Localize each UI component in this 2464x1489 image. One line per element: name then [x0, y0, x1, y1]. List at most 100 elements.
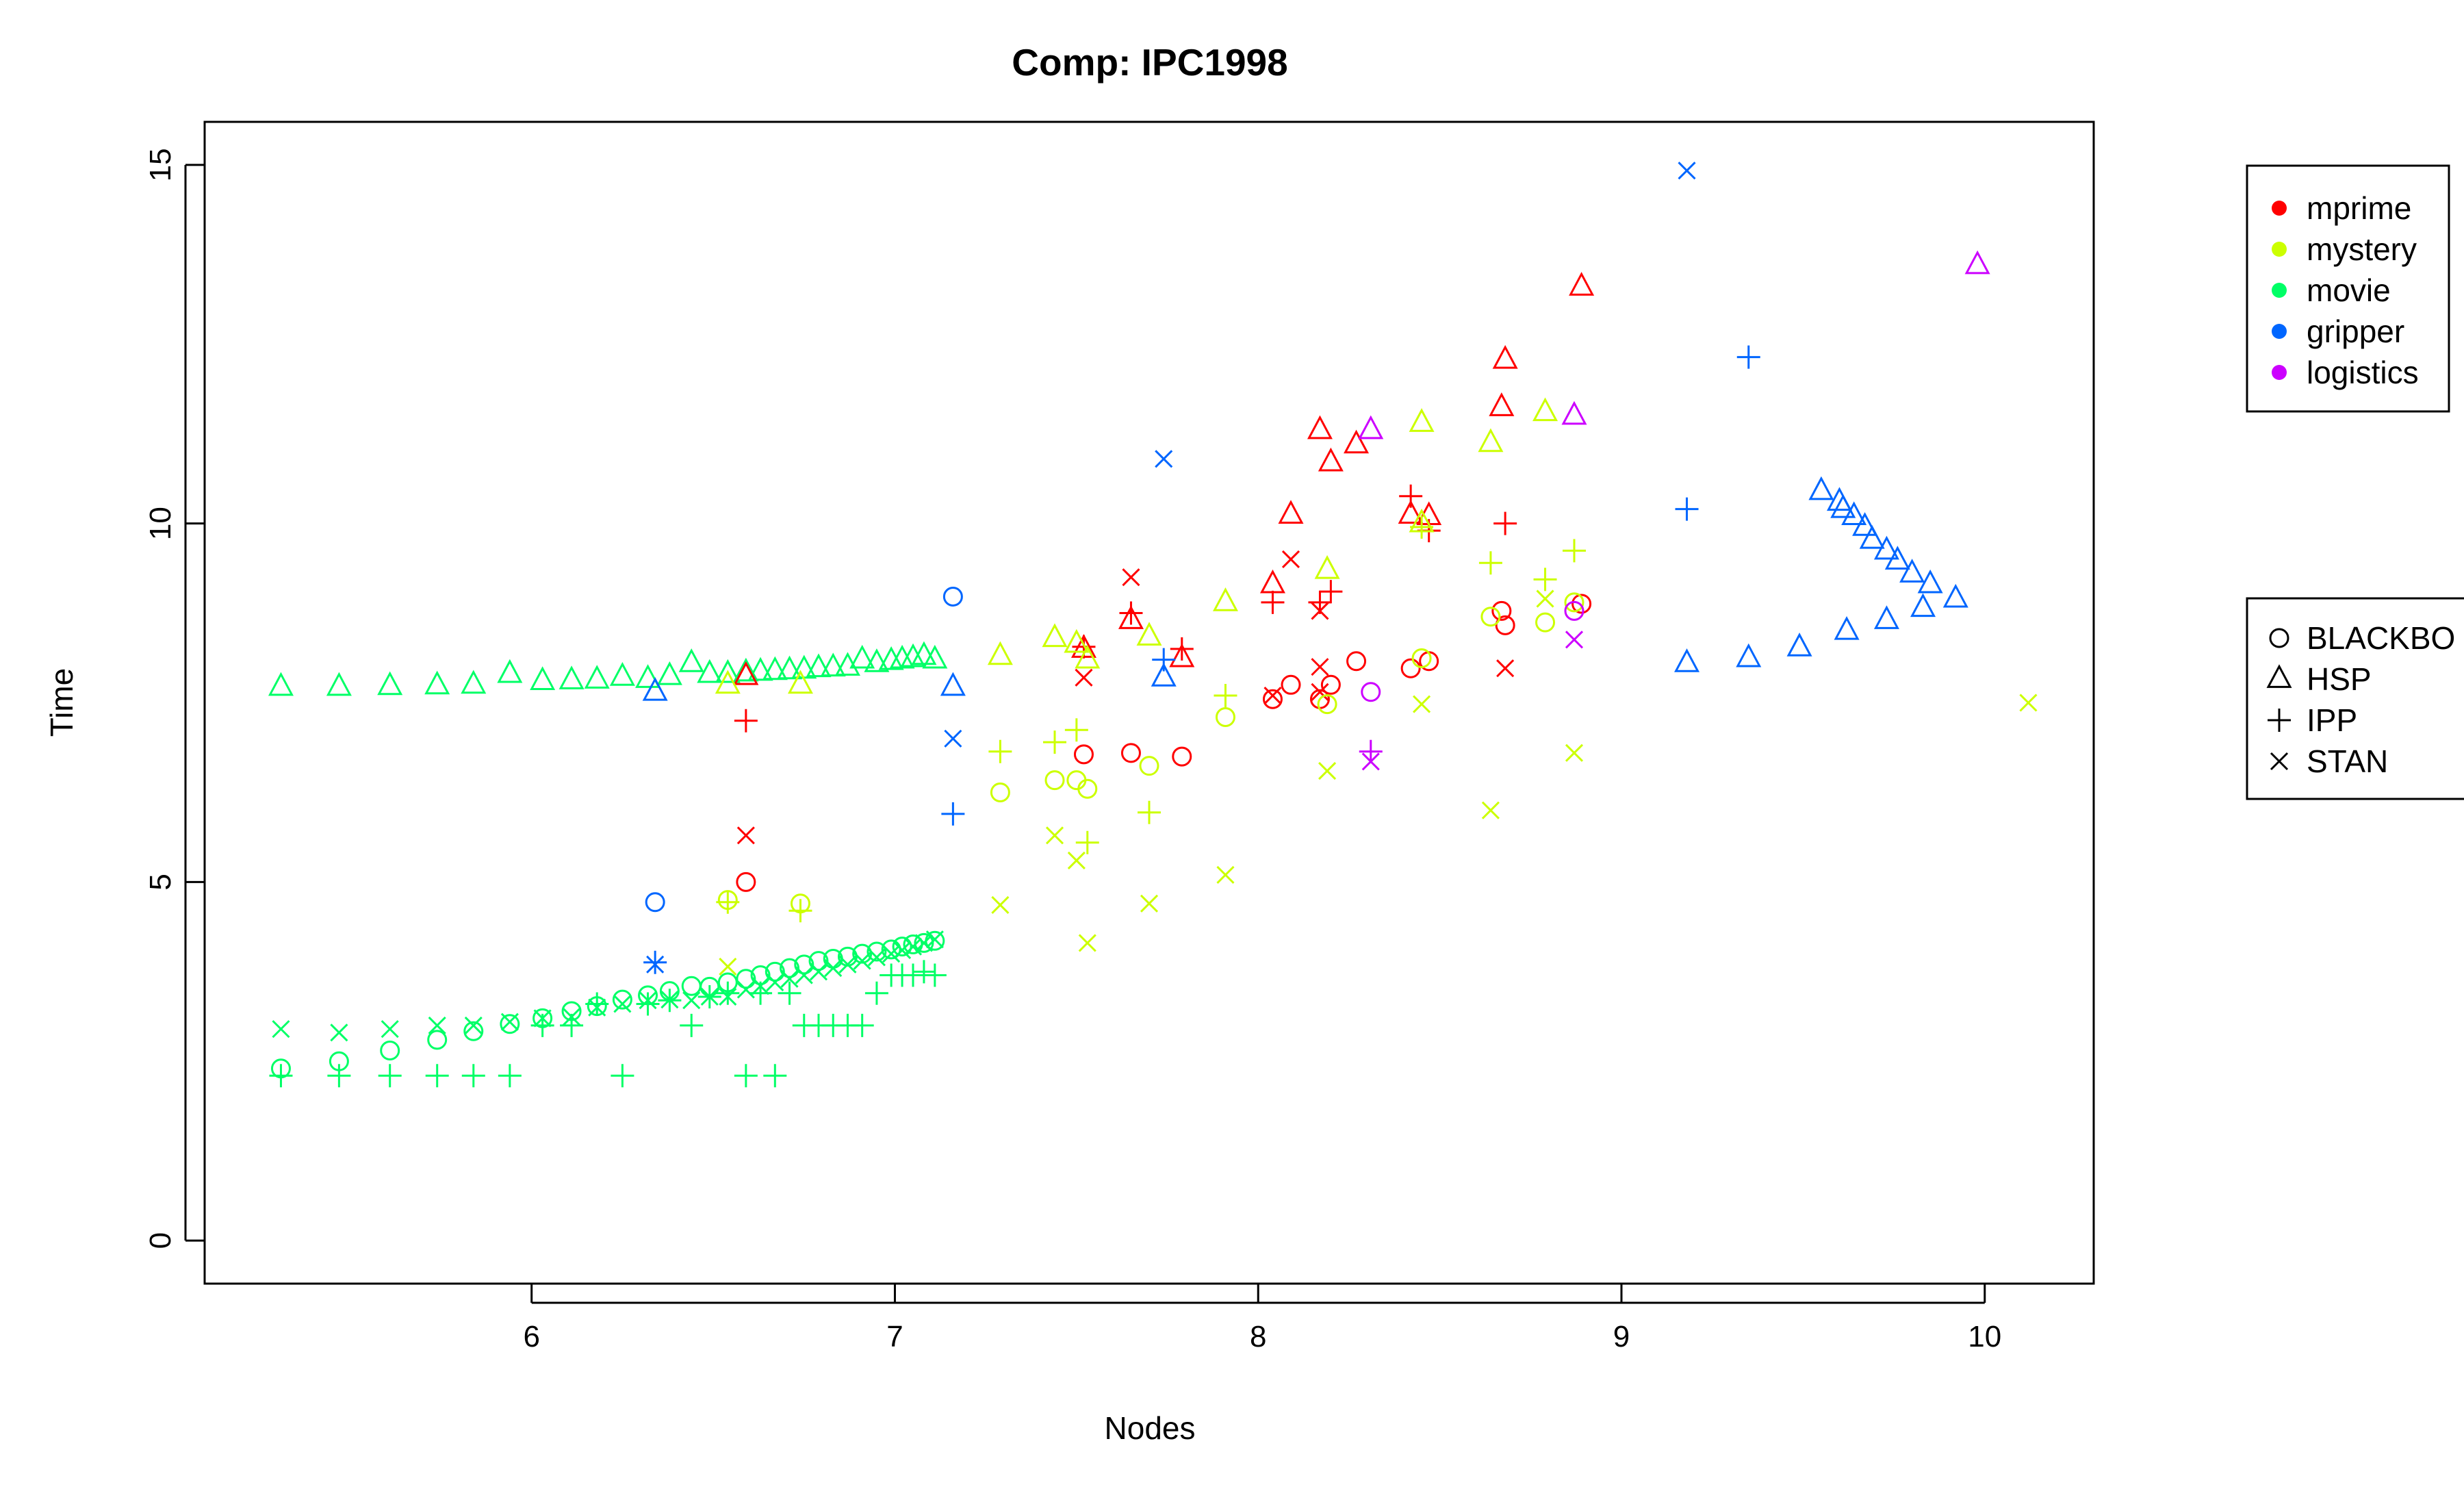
data-point-movie-blackbo [380, 1041, 400, 1061]
data-point-mystery-hsp [987, 641, 1013, 665]
data-point-logistics-hsp [1561, 400, 1587, 425]
x-tick-label: 9 [1613, 1320, 1630, 1353]
legend-swatch-mprime [2272, 201, 2287, 216]
data-point-movie-stan [613, 995, 632, 1013]
data-point-mystery-blackbo [1139, 756, 1159, 776]
data-point-mystery-hsp [1212, 587, 1238, 611]
data-point-movie-stan [867, 948, 886, 967]
data-point-mprime-hsp [1307, 415, 1333, 440]
data-point-gripper-hsp [1873, 605, 1899, 629]
data-point-movie-stan [464, 1016, 483, 1034]
data-point-movie-ipp [425, 1064, 449, 1088]
y-tick-label: 10 [144, 507, 177, 540]
y-axis-label: Time [44, 668, 79, 737]
data-point-gripper-ipp [941, 802, 965, 826]
data-point-movie-hsp [326, 672, 352, 696]
legend-swatch-mystery [2272, 242, 2287, 257]
data-point-mprime-hsp [1344, 429, 1370, 454]
data-point-gripper-hsp [1808, 476, 1834, 500]
data-point-gripper-hsp [1884, 546, 1910, 570]
data-point-mprime-ipp [1399, 484, 1423, 508]
data-point-logistics-ipp [1359, 739, 1383, 763]
data-point-mystery-ipp [1478, 551, 1502, 575]
data-point-movie-hsp [609, 662, 635, 686]
data-point-gripper-hsp [1674, 648, 1700, 672]
data-point-movie-stan [893, 941, 912, 959]
data-point-movie-stan [780, 969, 799, 988]
data-point-movie-blackbo [867, 941, 887, 962]
data-point-movie-stan [914, 934, 933, 952]
data-point-mystery-stan [1565, 743, 1584, 762]
data-point-movie-stan [428, 1016, 446, 1034]
data-point-mprime-ipp [734, 709, 758, 733]
data-point-mystery-blackbo [1480, 607, 1501, 627]
data-point-mystery-ipp [988, 739, 1012, 763]
data-point-movie-stan [809, 963, 828, 981]
data-point-movie-stan [838, 955, 857, 973]
shape-legend: BLACKBO HSP IPP STAN [2246, 597, 2464, 800]
data-point-logistics-hsp [1358, 415, 1384, 440]
data-point-movie-blackbo [794, 954, 814, 975]
data-point-movie-blackbo [612, 989, 632, 1010]
x-tick-label: 8 [1250, 1320, 1266, 1353]
data-point-movie-stan [563, 1008, 581, 1026]
data-point-movie-stan [824, 959, 843, 978]
data-point-mystery-blackbo [1077, 778, 1098, 799]
data-point-mystery-stan [719, 957, 737, 976]
data-point-mystery-blackbo [1215, 707, 1235, 727]
data-point-mprime-hsp [733, 661, 759, 685]
data-point-gripper-hsp [1151, 663, 1177, 687]
data-point-gripper-stan [944, 729, 962, 748]
data-point-mprime-blackbo [1491, 600, 1512, 621]
data-point-mystery-stan [1481, 801, 1500, 819]
data-point-movie-hsp [762, 656, 788, 680]
legend-marker-cross [2270, 752, 2289, 771]
data-point-mystery-ipp [1533, 568, 1557, 591]
data-point-movie-stan [500, 1013, 519, 1031]
data-point-movie-blackbo [852, 943, 873, 964]
data-point-movie-hsp [922, 644, 948, 669]
data-point-mprime-hsp [1489, 392, 1515, 416]
data-point-mprime-blackbo [1281, 674, 1301, 695]
data-point-gripper-hsp [1910, 593, 1936, 618]
data-point-mystery-blackbo [1044, 770, 1065, 791]
data-point-mprime-hsp [1398, 500, 1424, 524]
data-point-movie-hsp [715, 659, 741, 683]
data-point-movie-stan [903, 937, 923, 956]
data-point-movie-ipp [585, 992, 609, 1016]
data-point-movie-blackbo [500, 1014, 520, 1034]
data-point-movie-hsp [834, 652, 860, 676]
data-point-mystery-ipp [1043, 730, 1066, 754]
data-point-movie-ipp [850, 1013, 874, 1037]
data-point-gripper-hsp [1917, 569, 1943, 594]
data-point-mystery-hsp [787, 670, 813, 694]
data-point-movie-ipp [734, 1064, 758, 1088]
data-point-movie-hsp [584, 665, 610, 689]
data-point-movie-ipp [912, 960, 936, 984]
data-point-mystery-hsp [1409, 408, 1435, 432]
data-point-movie-ipp [778, 981, 801, 1005]
data-point-gripper-blackbo [645, 892, 665, 913]
data-point-gripper-hsp [1942, 583, 1968, 608]
data-point-movie-hsp [377, 671, 403, 696]
data-point-logistics-blackbo [1361, 682, 1381, 702]
data-point-mystery-hsp [1064, 628, 1090, 653]
data-point-mystery-ipp [1410, 515, 1434, 539]
data-point-gripper-blackbo [942, 586, 963, 607]
data-point-movie-ipp [864, 981, 888, 1005]
data-point-mprime-stan [1122, 568, 1140, 587]
data-point-movie-stan [682, 991, 701, 1010]
data-point-movie-ipp [923, 963, 947, 987]
data-point-mystery-ipp [716, 890, 740, 914]
data-point-gripper-ipp [1736, 345, 1760, 369]
data-point-movie-hsp [678, 648, 704, 672]
data-point-mprime-stan [1263, 686, 1282, 705]
legend-label-hsp: HSP [2307, 661, 2372, 697]
data-point-movie-hsp [635, 664, 661, 688]
data-point-logistics-blackbo [1564, 600, 1584, 621]
data-point-movie-stan [736, 980, 755, 999]
data-point-mystery-blackbo [1535, 612, 1556, 633]
x-axis: 6 7 8 9 10 [523, 1284, 2001, 1353]
legend-label-stan: STAN [2307, 743, 2388, 779]
data-point-movie-hsp [911, 641, 937, 665]
